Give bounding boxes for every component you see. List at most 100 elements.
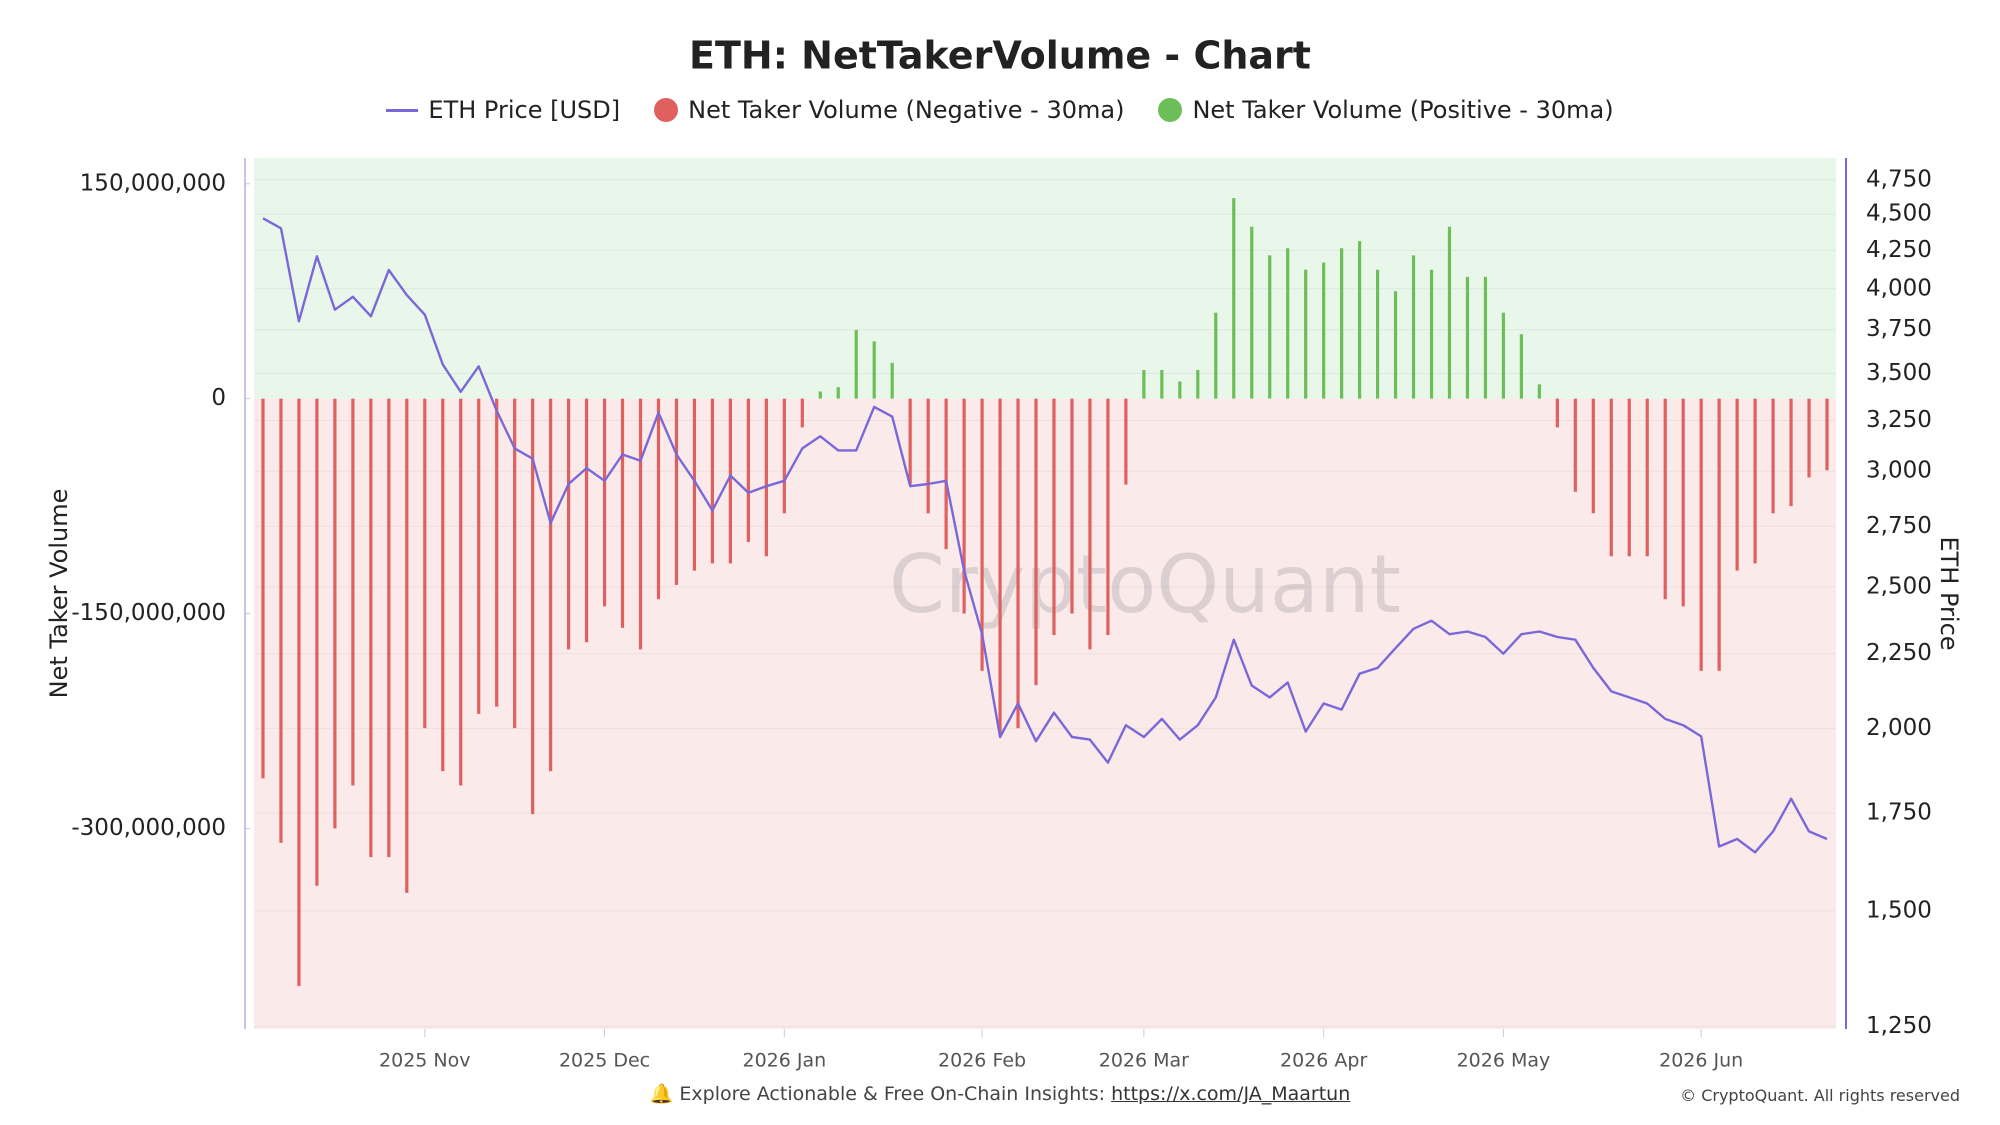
bar: [405, 398, 409, 893]
y2-tick-label: 4,750: [1866, 166, 1932, 192]
bar: [1789, 398, 1793, 507]
legend-label: Net Taker Volume (Positive - 30ma): [1192, 96, 1614, 124]
bar: [728, 398, 732, 564]
bar: [710, 398, 715, 564]
bar: [836, 387, 840, 399]
bar: [1016, 398, 1020, 729]
bar: [656, 398, 661, 600]
bar: [800, 398, 804, 428]
bar: [674, 398, 679, 585]
positive-zone: [254, 158, 1836, 399]
y2-tick-label: 2,750: [1866, 513, 1932, 539]
bar: [1735, 398, 1739, 571]
chart-title: ETH: NetTakerVolume - Chart: [689, 34, 1311, 78]
bar: [1753, 398, 1757, 564]
bar: [620, 398, 625, 628]
bar: [1555, 398, 1559, 428]
bar: [908, 398, 912, 485]
bar: [1429, 269, 1434, 399]
y2-tick-label: 4,000: [1866, 275, 1932, 301]
bar: [980, 398, 984, 671]
bar: [1250, 226, 1254, 399]
bar: [1717, 398, 1721, 671]
bar: [1196, 370, 1200, 399]
bar: [692, 398, 697, 571]
legend-swatch: [386, 108, 419, 112]
bar: [998, 398, 1002, 736]
legend-item[interactable]: Net Taker Volume (Positive - 30ma): [1158, 96, 1614, 124]
bar: [1537, 384, 1541, 399]
copyright: © CryptoQuant. All rights reserved: [1680, 1086, 1960, 1105]
bar: [1807, 398, 1811, 478]
bar: [1268, 255, 1272, 399]
bar: [549, 398, 553, 772]
bar: [872, 341, 876, 399]
price-line: [262, 217, 1828, 854]
bar: [441, 398, 445, 772]
bar: [818, 391, 822, 399]
legend: ETH Price [USD] Net Taker Volume (Negativ…: [0, 96, 2000, 124]
footer: 🔔 Explore Actionable & Free On-Chain Ins…: [0, 1082, 2000, 1105]
y2-tick-label: 3,000: [1866, 458, 1932, 484]
negative-zone: [254, 398, 1836, 1030]
bar: [261, 398, 265, 779]
bar: [602, 398, 607, 607]
y-tick-label: -150,000,000: [71, 600, 226, 626]
bar: [1106, 398, 1110, 636]
bar: [1609, 398, 1613, 557]
plot-background: [254, 158, 1836, 1030]
bar: [944, 398, 948, 550]
bar: [1699, 398, 1703, 671]
bar: [1052, 398, 1056, 636]
legend-label: Net Taker Volume (Negative - 30ma): [688, 96, 1125, 124]
bar: [1573, 398, 1577, 492]
bar: [567, 398, 571, 650]
bar: [495, 398, 499, 707]
bar: [1088, 398, 1092, 650]
bar: [1825, 398, 1829, 471]
bar: [1232, 198, 1236, 399]
x-tick-label: 2026 Jan: [742, 1050, 826, 1072]
bar: [1375, 269, 1380, 399]
bar: [333, 398, 337, 829]
bar: [351, 398, 355, 786]
bar: [1771, 398, 1775, 514]
y2-tick-label: 3,500: [1866, 360, 1932, 386]
y2-tick-label: 1,500: [1866, 897, 1932, 923]
legend-swatch: [1158, 98, 1183, 122]
y-tick-label: 150,000,000: [80, 170, 226, 196]
legend-item[interactable]: ETH Price [USD]: [386, 96, 620, 124]
y-tick-label: -300,000,000: [71, 815, 226, 841]
y-axis-label: Net Taker Volume: [45, 489, 73, 699]
bar: [584, 398, 589, 643]
bar: [423, 398, 427, 729]
bar: [1142, 370, 1146, 399]
legend-label: ETH Price [USD]: [428, 96, 621, 124]
y2-tick-label: 2,250: [1866, 640, 1932, 666]
x-tick-label: 2025 Dec: [559, 1050, 650, 1072]
bar: [638, 398, 643, 650]
bar: [1681, 398, 1685, 607]
legend-item[interactable]: Net Taker Volume (Negative - 30ma): [654, 96, 1124, 124]
bar: [513, 398, 517, 729]
bar: [297, 398, 301, 987]
x-tick-label: 2026 Feb: [938, 1050, 1026, 1072]
bar: [1465, 276, 1470, 399]
legend-swatch: [654, 98, 679, 122]
bar: [1160, 370, 1164, 399]
bar: [1501, 312, 1506, 399]
footer-link[interactable]: https://x.com/JA_Maartun: [1111, 1083, 1351, 1105]
bar: [279, 398, 283, 843]
y2-tick-label: 1,250: [1866, 1013, 1932, 1039]
bar: [459, 398, 463, 786]
bar: [890, 362, 894, 399]
bar: [1358, 241, 1362, 399]
bar: [1447, 226, 1452, 399]
bar: [764, 398, 768, 557]
bar: [1483, 276, 1488, 399]
bar: [926, 398, 930, 514]
bar: [962, 398, 966, 614]
y2-axis-label: ETH Price: [1935, 536, 1963, 650]
bar: [531, 398, 535, 815]
